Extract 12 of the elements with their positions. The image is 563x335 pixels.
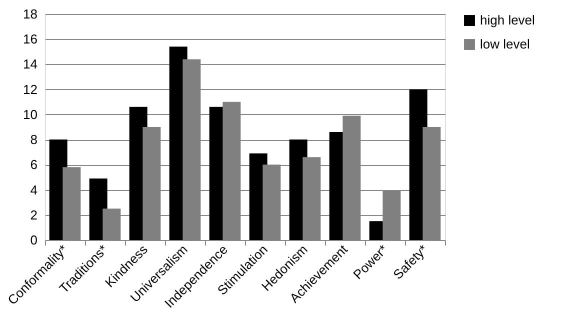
- y-tick-label: 16: [23, 32, 38, 47]
- y-tick-label: 14: [23, 56, 38, 72]
- legend-label: low level: [480, 36, 530, 52]
- y-tick-label: 4: [30, 182, 38, 198]
- y-tick-label: 6: [30, 157, 38, 172]
- y-tick-label: 2: [30, 207, 38, 222]
- y-tick-label: 12: [23, 82, 38, 97]
- y-tick-label: 0: [30, 232, 38, 248]
- y-tick-label: 18: [23, 6, 38, 22]
- legend-label: high level: [480, 12, 536, 28]
- y-tick-label: 10: [23, 106, 38, 122]
- y-tick-label: 8: [30, 132, 38, 148]
